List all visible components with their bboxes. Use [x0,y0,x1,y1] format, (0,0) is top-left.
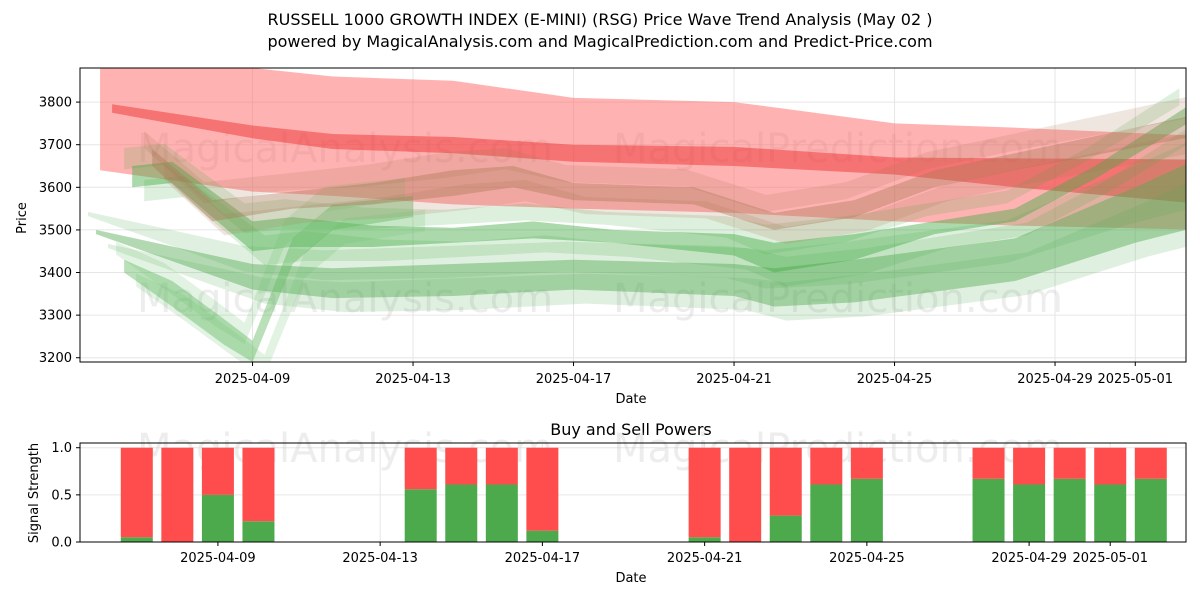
price-x-ticks: 2025-04-09 2025-04-13 2025-04-17 2025-04-21… [215,362,1173,387]
band-green-wave-dip [124,195,414,362]
buy-bar [242,521,275,542]
price-y-tick-label: 3700 [39,138,72,153]
signal-y-tick-label: 0.0 [51,536,72,551]
signal-y-tick-label: 0.5 [51,488,72,503]
buy-bar [810,484,843,542]
buy-bar [972,478,1005,542]
band-green-wave-main [132,107,1186,273]
chart-title: RUSSELL 1000 GROWTH INDEX (E-MINI) (RSG)… [268,10,933,29]
buy-bar [688,537,721,542]
buy-bar [1094,484,1127,542]
price-panel: MagicalAnalysis.com MagicalPrediction.co… [15,67,1187,407]
band-brown-wave [152,116,1186,230]
price-x-axis-label: Date [615,392,646,407]
sell-bar [850,447,883,479]
watermark-top-lower-left: MagicalAnalysis.com [137,276,553,322]
buy-bar [526,530,559,542]
signal-y-axis-label: Signal Strength [27,443,42,543]
sell-bar [1094,447,1127,485]
signal-x-axis-label: Date [615,571,646,586]
signal-x-tick-label: 2025-04-13 [342,551,418,566]
signal-x-tick-label: 2025-04-17 [505,551,581,566]
price-y-tick-label: 3400 [39,266,72,281]
sell-bar [526,447,559,531]
buy-bar [1134,478,1167,542]
signal-x-tick-label: 2025-05-01 [1072,551,1148,566]
band-green-wave-dip-echo-1 [136,209,426,362]
price-wave-bands [88,68,1186,362]
band-brown-wave-echo-0 [144,97,1186,212]
buy-bar [120,537,153,542]
signal-x-tick-label: 2025-04-29 [991,551,1067,566]
buy-bar [485,484,518,542]
price-x-tick-label: 2025-04-25 [857,372,933,387]
price-plot-frame [79,67,1187,363]
signal-x-tick-label: 2025-04-21 [667,551,743,566]
signal-x-tick-label: 2025-04-25 [829,551,905,566]
buy-bar [445,484,478,542]
price-y-tick-label: 3300 [39,309,72,324]
chart-subtitle: powered by MagicalAnalysis.com and Magic… [267,32,932,51]
band-green-lower-band-echo-0 [88,142,1186,289]
price-y-tick-label: 3800 [39,96,72,111]
band-green-wave-main-echo-0 [124,88,1180,255]
buy-bar [201,494,234,542]
signal-bars [120,447,1167,542]
sell-bar [120,447,153,538]
sell-bar [1053,447,1086,479]
sell-bar [201,447,234,495]
watermark-top-lower-right: MagicalPrediction.com [613,276,1063,322]
sell-bar [972,447,1005,479]
signal-plot-frame [79,442,1187,543]
signal-y-ticks: 0.0 0.5 1.0 [51,441,80,551]
sell-bar [729,447,762,542]
sell-bar [161,447,194,542]
signal-y-tick-label: 1.0 [51,441,72,456]
sell-bar [769,447,802,516]
buy-bar [1053,478,1086,542]
buy-bar [404,489,437,542]
sell-bar [810,447,843,485]
price-x-tick-label: 2025-04-09 [215,372,291,387]
band-green-lower-band-echo-1 [108,183,1186,321]
signal-panel-title: Buy and Sell Powers [550,420,712,439]
band-green-lower-band [96,164,1186,307]
buy-bar [1013,484,1046,542]
sell-bar [688,447,721,538]
band-green-wave-main-echo-1 [144,129,1186,287]
signal-x-tick-label: 2025-04-09 [180,551,256,566]
price-x-tick-label: 2025-04-29 [1017,372,1093,387]
price-x-tick-label: 2025-04-21 [696,372,772,387]
sell-bar [445,447,478,485]
price-bands-clip-group [88,68,1186,362]
signal-panel: MagicalAnalysis.com MagicalPrediction.co… [27,426,1187,586]
price-y-tick-label: 3500 [39,223,72,238]
sell-bar [1134,447,1167,479]
signal-x-ticks: 2025-04-09 2025-04-13 2025-04-17 2025-04-21… [180,542,1148,566]
price-x-tick-label: 2025-04-13 [375,372,451,387]
sell-bar [404,447,437,490]
band-green-wave-dip-echo-0 [116,177,406,344]
price-y-tick-label: 3200 [39,351,72,366]
price-x-tick-label: 2025-04-17 [536,372,612,387]
band-brown-wave-echo-1 [164,133,1186,244]
sell-bar [1013,447,1046,485]
band-red-trend-line [112,104,1186,203]
sell-bar [242,447,275,522]
price-y-ticks: 3200 3300 3400 3500 3600 3700 3800 [39,96,80,366]
price-y-axis-label: Price [15,202,30,234]
buy-bar [850,478,883,542]
buy-bar [769,515,802,542]
price-x-tick-label: 2025-05-01 [1098,372,1174,387]
price-y-tick-label: 3600 [39,181,72,196]
sell-bar [485,447,518,485]
